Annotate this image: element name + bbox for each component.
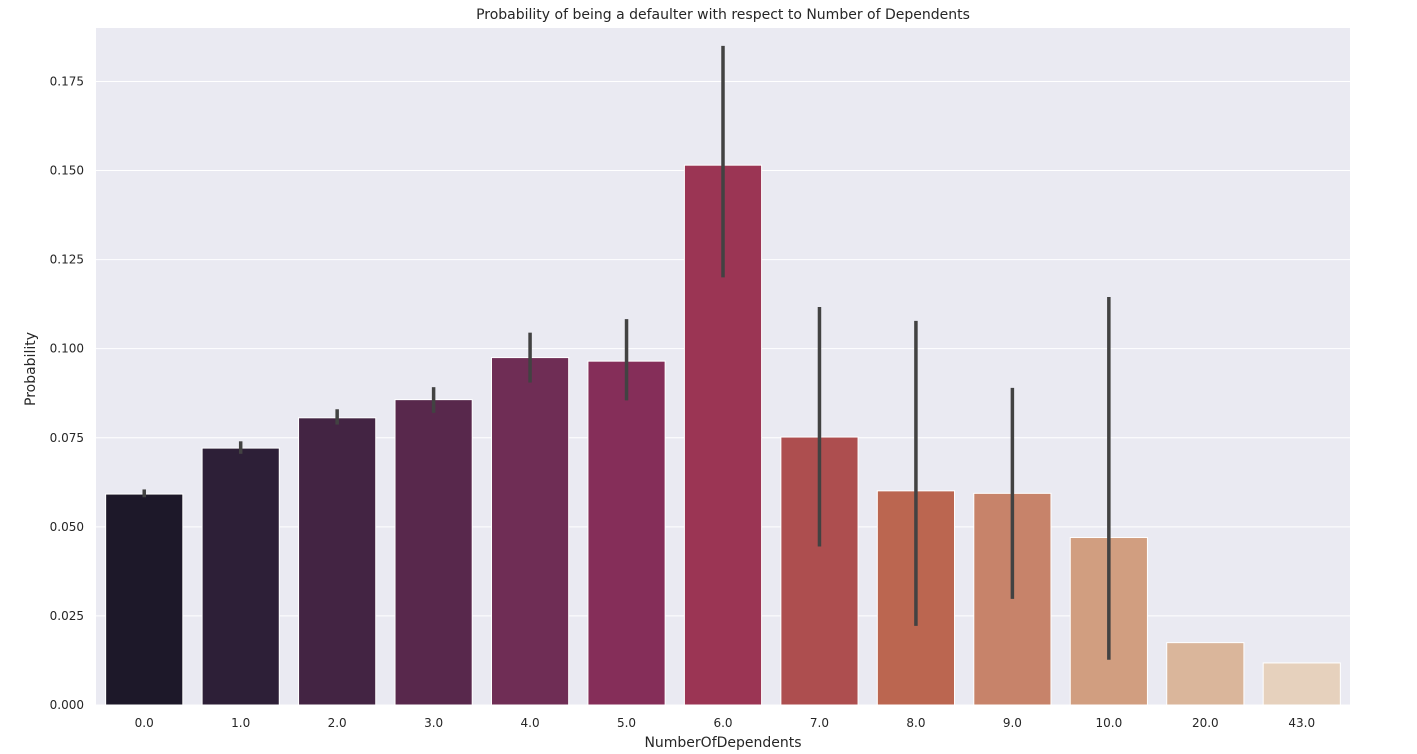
bar-43.0 [1262, 662, 1341, 706]
x-axis-label: NumberOfDependents [644, 735, 801, 750]
x-tick-label: 3.0 [424, 716, 443, 730]
x-tick-label: 2.0 [328, 716, 347, 730]
x-tick-label: 43.0 [1288, 716, 1315, 730]
y-axis-label: Probability [23, 332, 39, 406]
x-tick-label: 10.0 [1095, 716, 1122, 730]
y-tick-label: 0.025 [50, 609, 84, 623]
y-tick-label: 0.000 [50, 698, 84, 712]
y-tick-label: 0.100 [50, 342, 84, 356]
y-tick-label: 0.125 [50, 253, 84, 267]
bar-0.0 [105, 493, 184, 706]
y-tick-labels: 0.000 0.025 0.050 0.075 0.100 0.125 0.150 0.175 [50, 74, 84, 712]
x-tick-label: 4.0 [521, 716, 540, 730]
y-tick-label: 0.075 [50, 431, 84, 445]
x-tick-labels: 0.0 1.0 2.0 3.0 4.0 5.0 6.0 7.0 8.0 9.0 10.0 20.0 43… [135, 716, 1315, 730]
x-tick-label: 20.0 [1192, 716, 1219, 730]
bar-1.0 [201, 447, 280, 706]
y-tick-label: 0.175 [50, 74, 84, 88]
x-tick-label: 7.0 [810, 716, 829, 730]
bar-2.0 [298, 417, 377, 706]
bar-4.0 [490, 357, 570, 706]
x-tick-label: 0.0 [135, 716, 154, 730]
bar-20.0 [1166, 642, 1245, 706]
error-bars [142, 45, 1111, 660]
y-tick-label: 0.150 [50, 164, 84, 178]
bar-3.0 [394, 399, 473, 706]
x-tick-label: 6.0 [713, 716, 732, 730]
bar-5.0 [587, 360, 666, 706]
x-tick-label: 5.0 [617, 716, 636, 730]
x-tick-label: 1.0 [231, 716, 250, 730]
x-tick-label: 8.0 [906, 716, 925, 730]
y-tick-label: 0.050 [50, 520, 84, 534]
x-tick-label: 9.0 [1003, 716, 1022, 730]
chart-title: Probability of being a defaulter with re… [476, 7, 970, 23]
